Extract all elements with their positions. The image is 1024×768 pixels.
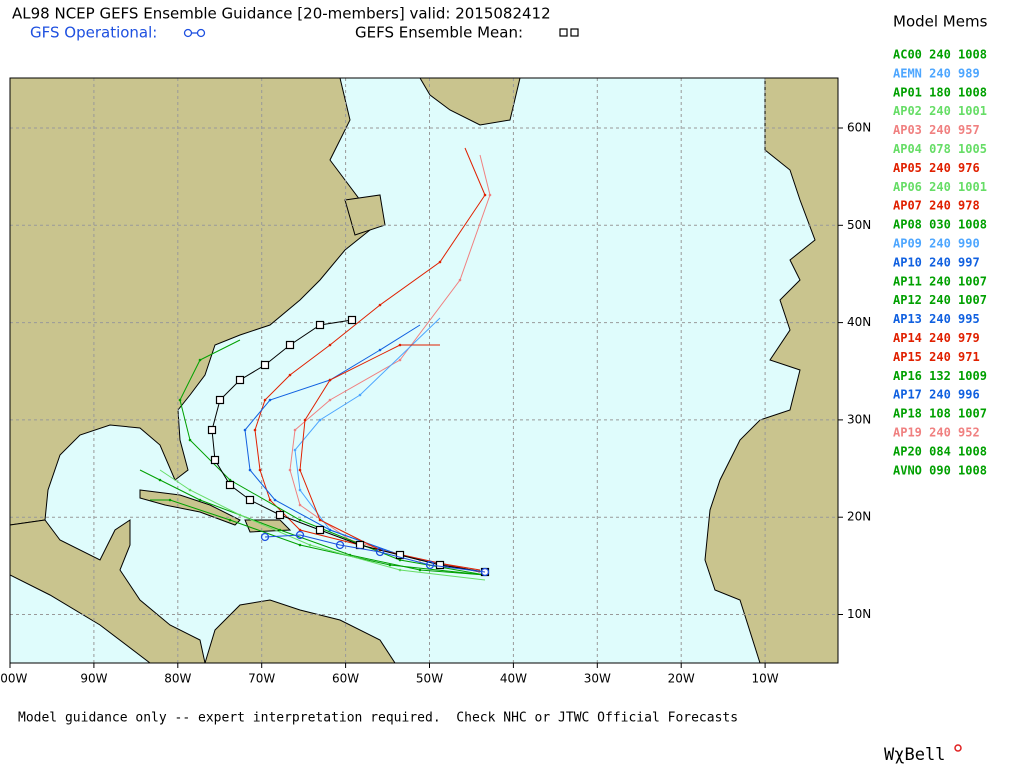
legend-entry: AP16 132 1009 (893, 369, 987, 383)
legend-entry: AP07 240 978 (893, 199, 980, 213)
operational-label: GFS Operational: (30, 24, 157, 42)
legend-entry: AP05 240 976 (893, 161, 980, 175)
lon-tick-label: 80W (164, 672, 191, 686)
lon-tick-label: 100W (0, 672, 28, 686)
lat-tick-label: 60N (847, 121, 871, 135)
disclaimer: Model guidance only -- expert interpreta… (18, 711, 738, 726)
south-america (204, 599, 396, 663)
legend: AC00 240 1008 AEMN 240 989 AP01 180 1008 AP… (893, 48, 987, 478)
lon-tick-label: 60W (332, 672, 359, 686)
legend-entry: AP18 108 1007 (893, 407, 987, 421)
map (10, 78, 838, 663)
legend-entry: AP06 240 1001 (893, 180, 987, 194)
legend-entry: AP09 240 990 (893, 237, 980, 251)
axis-ticks: 100W 90W 80W 70W 60W 50W 40W 30W 20W 10W 60N 50N 40N… (0, 121, 871, 686)
legend-entry: AVNO 090 1008 (893, 463, 987, 477)
mean-symbol (559, 28, 579, 37)
lat-tick-label: 10N (847, 607, 871, 621)
legend-entry: AP12 240 1007 (893, 293, 987, 307)
logo-dot (954, 744, 962, 752)
legend-entry: AP03 240 957 (893, 123, 980, 137)
legend-entry: AP08 030 1008 (893, 218, 987, 232)
lon-tick-label: 90W (80, 672, 107, 686)
legend-entry: AP13 240 995 (893, 312, 980, 326)
legend-entry: AP20 084 1008 (893, 444, 987, 458)
lat-tick-label: 50N (847, 218, 871, 232)
legend-entry: AP19 240 952 (893, 426, 980, 440)
lat-tick-label: 40N (847, 315, 871, 329)
legend-entry: AP14 240 979 (893, 331, 980, 345)
lon-tick-label: 20W (668, 672, 695, 686)
legend-entry: AEMN 240 989 (893, 66, 980, 80)
tracks (139, 147, 492, 581)
legend-title: Model Mems (893, 13, 988, 31)
lon-tick-label: 70W (248, 672, 275, 686)
legend-entry: AP04 078 1005 (893, 142, 987, 156)
lon-tick-label: 10W (752, 672, 779, 686)
legend-entry: AP17 240 996 (893, 388, 980, 402)
lon-tick-label: 50W (416, 672, 443, 686)
lon-tick-label: 30W (584, 672, 611, 686)
legend-entry: AC00 240 1008 (893, 48, 987, 62)
legend-entry: AP15 240 971 (893, 350, 980, 364)
greenland (419, 78, 521, 126)
logo: WχBell (884, 745, 945, 765)
map-frame (9, 77, 839, 664)
legend-entry: AP10 240 997 (893, 255, 980, 269)
legend-entry: AP11 240 1007 (893, 274, 987, 288)
legend-entry: AP02 240 1001 (893, 104, 987, 118)
lon-tick-label: 40W (500, 672, 527, 686)
lat-tick-label: 30N (847, 412, 871, 426)
lat-tick-label: 20N (847, 510, 871, 524)
title: AL98 NCEP GEFS Ensemble Guidance [20-mem… (12, 5, 551, 23)
operational-symbol (183, 28, 206, 38)
legend-entry: AP01 180 1008 (893, 85, 987, 99)
mean-label: GEFS Ensemble Mean: (355, 24, 523, 42)
operational-track (260, 530, 490, 577)
